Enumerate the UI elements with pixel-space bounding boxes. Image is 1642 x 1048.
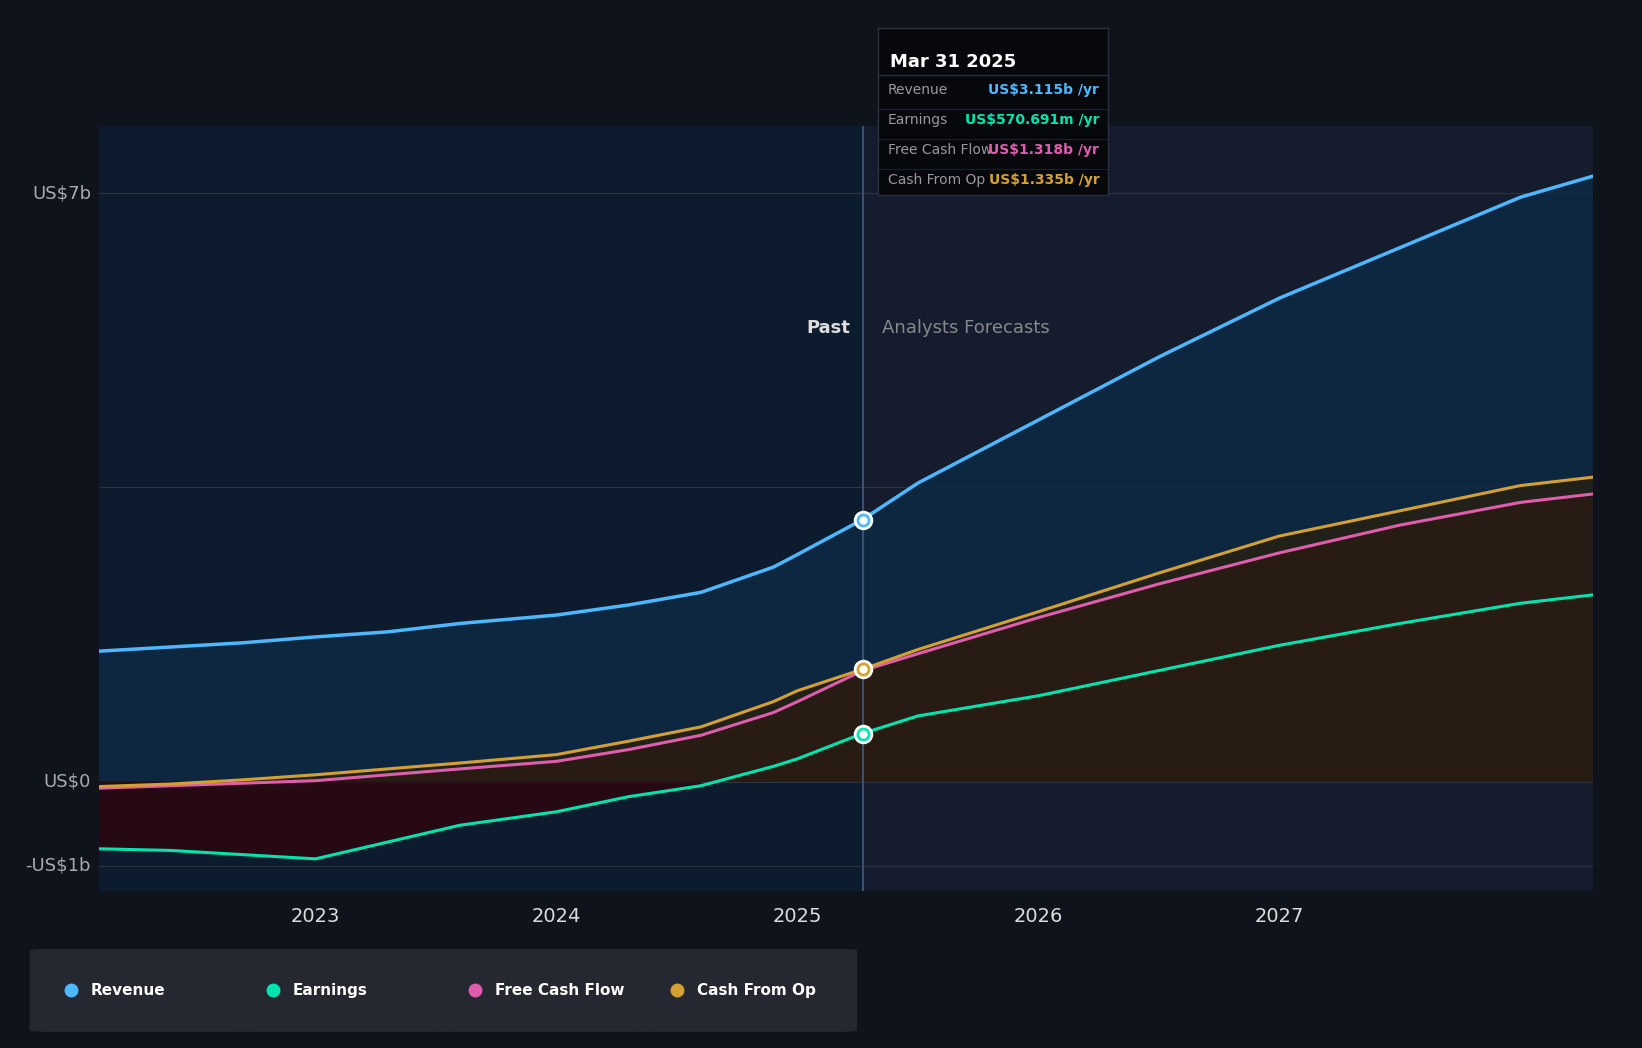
- Text: US$1.318b /yr: US$1.318b /yr: [988, 144, 1098, 157]
- Text: Mar 31 2025: Mar 31 2025: [890, 53, 1016, 71]
- Text: US$570.691m /yr: US$570.691m /yr: [965, 113, 1098, 127]
- Text: US$3.115b /yr: US$3.115b /yr: [988, 83, 1098, 97]
- Text: -US$1b: -US$1b: [26, 856, 90, 875]
- FancyBboxPatch shape: [232, 948, 453, 1032]
- Text: Free Cash Flow: Free Cash Flow: [494, 983, 624, 998]
- Text: Cash From Op: Cash From Op: [696, 983, 816, 998]
- Text: Free Cash Flow: Free Cash Flow: [888, 144, 992, 157]
- Text: Cash From Op: Cash From Op: [888, 173, 985, 188]
- Bar: [862, 126, 1642, 891]
- FancyBboxPatch shape: [433, 948, 655, 1032]
- Text: US$7b: US$7b: [31, 184, 90, 202]
- FancyBboxPatch shape: [635, 948, 857, 1032]
- Text: Revenue: Revenue: [888, 83, 947, 97]
- Text: Earnings: Earnings: [292, 983, 368, 998]
- Text: Analysts Forecasts: Analysts Forecasts: [882, 320, 1049, 337]
- Text: Past: Past: [806, 320, 851, 337]
- Text: Revenue: Revenue: [90, 983, 166, 998]
- Text: US$0: US$0: [44, 772, 90, 790]
- FancyBboxPatch shape: [30, 948, 251, 1032]
- Text: Earnings: Earnings: [888, 113, 947, 127]
- Text: US$1.335b /yr: US$1.335b /yr: [988, 173, 1098, 188]
